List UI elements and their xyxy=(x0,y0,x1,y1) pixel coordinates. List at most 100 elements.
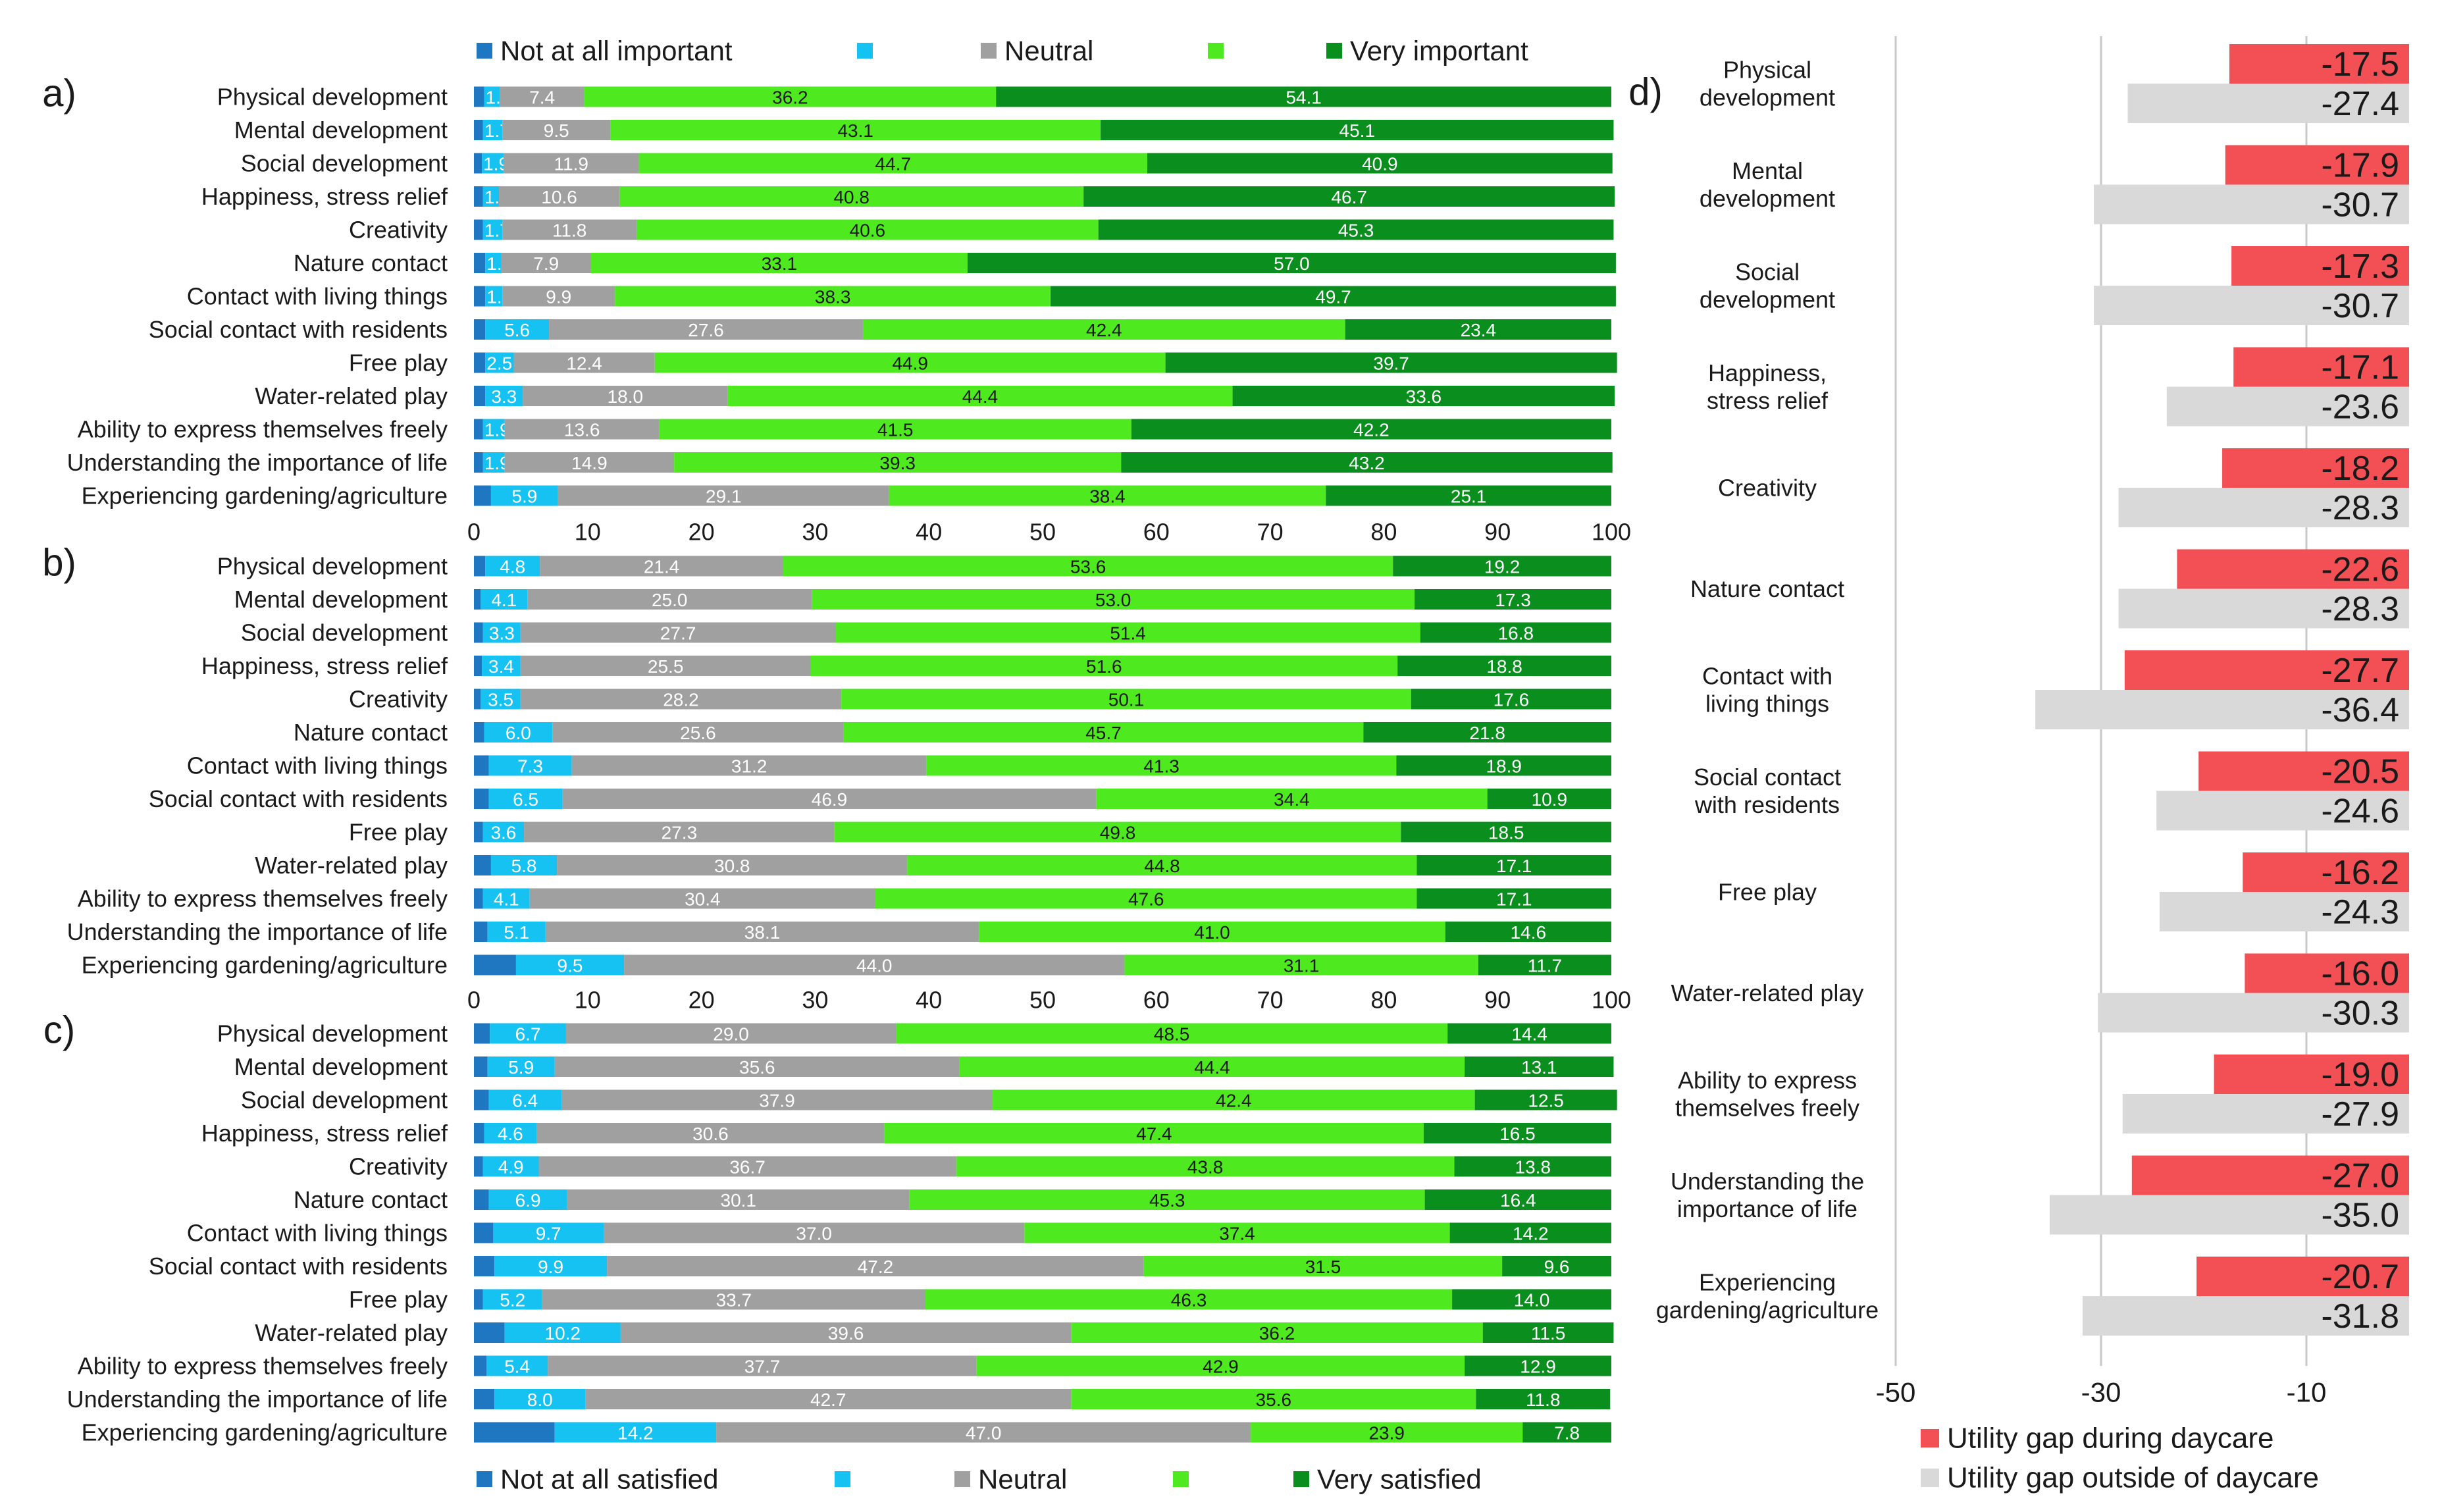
data-label: 9.6 xyxy=(1544,1257,1570,1277)
data-label: 7.9 xyxy=(533,253,559,274)
bar-segment xyxy=(520,656,811,676)
data-label: 47.4 xyxy=(1136,1124,1172,1144)
x-tick-label: 50 xyxy=(1029,987,1056,1014)
bar-segment xyxy=(474,722,484,743)
data-label: 21.8 xyxy=(1469,723,1505,743)
x-tick-label: 90 xyxy=(1484,987,1511,1014)
data-label: 27.3 xyxy=(662,823,698,843)
bar-segment xyxy=(1143,1256,1503,1276)
data-label: 53.6 xyxy=(1070,557,1106,577)
legend-swatch xyxy=(835,1471,850,1487)
data-label: 57.0 xyxy=(1274,253,1310,274)
bar-outside-daycare xyxy=(2159,892,2409,931)
data-label: -17.3 xyxy=(2321,248,2399,286)
bar-segment xyxy=(474,821,483,843)
bar-segment xyxy=(474,789,489,809)
bar-during-daycare xyxy=(2225,145,2409,185)
data-label: 6.4 xyxy=(512,1091,538,1111)
x-tick-label: 70 xyxy=(1257,987,1284,1014)
bar-segment xyxy=(474,352,486,373)
data-label: 44.0 xyxy=(856,956,893,976)
data-label: 45.1 xyxy=(1339,120,1376,141)
data-label: 7.8 xyxy=(1554,1423,1580,1444)
data-label: 33.7 xyxy=(716,1290,752,1311)
bar-segment xyxy=(1071,1322,1483,1343)
bar-outside-daycare xyxy=(2166,386,2409,427)
data-label: 42.4 xyxy=(1086,320,1122,340)
bar-segment xyxy=(1101,120,1614,140)
bar-segment xyxy=(841,689,1411,710)
data-label: 41.3 xyxy=(1143,756,1180,777)
data-label: 36.7 xyxy=(729,1157,766,1178)
category-label: Mental development xyxy=(234,586,448,613)
bar-outside-daycare xyxy=(2127,84,2409,123)
bar-segment xyxy=(907,855,1417,875)
bar-segment xyxy=(474,622,483,643)
bar-segment xyxy=(1396,755,1611,776)
bar-segment xyxy=(558,485,889,506)
legend-swatch xyxy=(477,43,492,59)
bar-segment xyxy=(620,1322,1072,1343)
bar-segment xyxy=(554,1422,717,1443)
data-label: 18.8 xyxy=(1486,656,1522,677)
bar-segment xyxy=(474,1056,488,1077)
bar-segment xyxy=(490,1023,566,1044)
data-label: 6.0 xyxy=(506,723,531,743)
bar-segment xyxy=(1147,153,1613,174)
category-label: Free play xyxy=(1718,879,1817,906)
bar-segment xyxy=(474,556,486,577)
legend-label: Neutral xyxy=(978,1464,1067,1495)
data-label: 44.8 xyxy=(1144,856,1180,876)
bar-segment xyxy=(481,689,521,710)
data-label: 43.2 xyxy=(1349,453,1385,473)
category-label: Physical xyxy=(1723,57,1811,84)
bar-segment xyxy=(834,821,1401,843)
bar-segment xyxy=(548,1355,977,1376)
category-label: Creativity xyxy=(349,1153,448,1180)
data-label: 37.7 xyxy=(744,1357,781,1377)
legend-label: Utility gap outside of daycare xyxy=(1947,1462,2319,1494)
bar-segment xyxy=(520,622,836,643)
data-label: 25.5 xyxy=(648,656,684,677)
bar-segment xyxy=(552,722,844,743)
panel-label-d: d) xyxy=(1628,71,1663,114)
bar-segment xyxy=(909,1189,1425,1210)
bar-segment xyxy=(925,1289,1453,1310)
bar-during-daycare xyxy=(2233,347,2409,387)
data-label: -35.0 xyxy=(2321,1197,2399,1235)
data-label: 3.6 xyxy=(490,823,516,843)
data-label: 35.6 xyxy=(1256,1390,1292,1410)
data-label: -24.3 xyxy=(2321,893,2399,931)
data-label: -18.2 xyxy=(2321,450,2399,488)
data-label: 12.5 xyxy=(1528,1091,1564,1111)
data-label: 40.6 xyxy=(850,221,886,241)
bar-segment xyxy=(584,86,997,107)
bar-segment xyxy=(1474,1089,1617,1110)
data-label: 11.8 xyxy=(552,221,586,241)
data-label: 30.8 xyxy=(714,856,750,876)
data-label: 51.6 xyxy=(1086,656,1122,677)
category-label: Contact with living things xyxy=(187,1220,448,1247)
bar-segment xyxy=(474,589,481,610)
bar-segment xyxy=(502,219,637,240)
x-tick-label: 30 xyxy=(802,987,828,1014)
data-label: 44.7 xyxy=(875,154,912,174)
bar-during-daycare xyxy=(2229,44,2409,84)
bar-segment xyxy=(1411,689,1611,710)
bar-during-daycare xyxy=(2198,751,2409,791)
data-label: -30.7 xyxy=(2321,287,2399,325)
data-label: 4.1 xyxy=(491,590,517,610)
bar-outside-daycare xyxy=(2098,993,2409,1033)
bar-segment xyxy=(659,419,1131,440)
bar-segment xyxy=(1051,286,1616,307)
bar-segment xyxy=(501,253,591,273)
x-tick-label: 50 xyxy=(1029,519,1056,546)
bar-segment xyxy=(1423,1123,1611,1143)
data-label: 27.6 xyxy=(688,320,724,340)
data-label: 18.0 xyxy=(608,386,644,407)
bar-segment xyxy=(490,855,558,875)
bar-segment xyxy=(488,1089,562,1110)
bar-segment xyxy=(1465,1355,1611,1376)
data-label: -19.0 xyxy=(2321,1056,2399,1094)
data-label: 11.8 xyxy=(1526,1390,1560,1410)
